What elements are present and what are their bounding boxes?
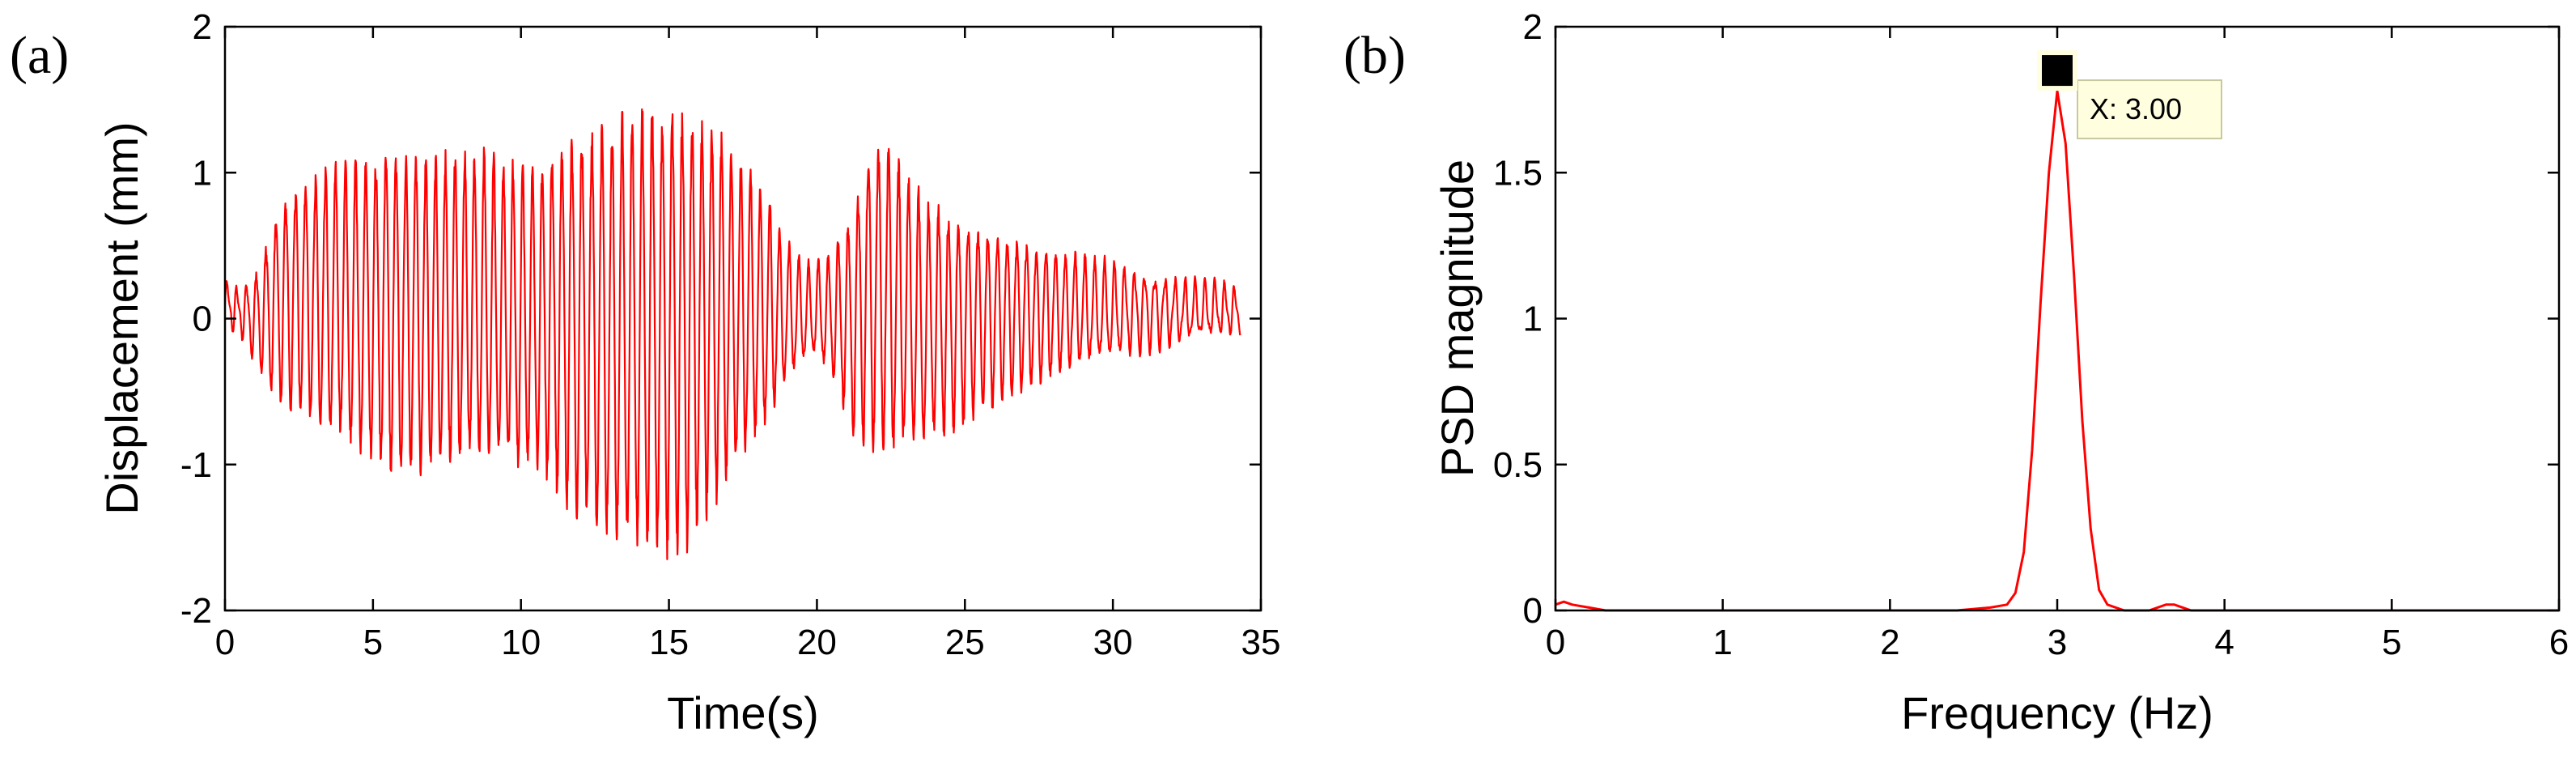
y-axis-title-a: Displacement (mm) [96, 121, 147, 514]
y-axis-title-b: PSD magnitude [1432, 159, 1483, 477]
b-x-tick-label: 1 [1712, 623, 1732, 662]
panel-b-psd: (b) 0 1 2 3 4 5 6 0 0.5 1 1.5 2 X: 3.00 Frequency (… [1343, 7, 2569, 738]
series-displacement-line [223, 108, 1241, 560]
a-x-tick-label: 25 [945, 623, 985, 662]
x-axis-title-a: Time(s) [667, 687, 819, 738]
a-x-tick-label: 0 [215, 623, 235, 662]
b-y-tick-label: 2 [1523, 7, 1543, 47]
panel-a-displacement: (a) 0 5 10 15 20 25 30 35 -2 -1 0 1 2 Time(s) Displa… [10, 7, 1280, 738]
b-x-tick-label: 4 [2214, 623, 2234, 662]
x-axis-title-b: Frequency (Hz) [1901, 687, 2213, 738]
ticks-b: 0 1 2 3 4 5 6 0 0.5 1 1.5 2 [1493, 7, 2569, 662]
panel-label-b: (b) [1343, 26, 1406, 85]
b-x-tick-label: 3 [2048, 623, 2067, 662]
b-x-tick-label: 2 [1880, 623, 1899, 662]
a-y-tick-label: 2 [193, 7, 212, 47]
b-x-tick-label: 0 [1546, 623, 1565, 662]
datatip[interactable]: X: 3.00 [2037, 50, 2222, 140]
a-y-tick-label: 1 [193, 153, 212, 193]
a-x-tick-label: 5 [363, 623, 383, 662]
panel-label-a: (a) [10, 26, 69, 85]
b-y-tick-label: 1 [1523, 300, 1543, 339]
series-psd-line [1555, 89, 2559, 612]
b-y-tick-label: 1.5 [1493, 153, 1543, 193]
axes-frame-b [1554, 25, 2561, 612]
a-x-tick-label: 30 [1093, 623, 1133, 662]
b-x-tick-label: 5 [2382, 623, 2401, 662]
b-y-tick-label: 0.5 [1493, 445, 1543, 485]
a-x-tick-label: 15 [649, 623, 689, 662]
datatip-marker[interactable] [2037, 50, 2077, 91]
datatip-box [2077, 79, 2222, 140]
a-y-tick-label: 0 [193, 300, 212, 339]
a-y-tick-label: -2 [180, 591, 212, 631]
datatip-label: X: 3.00 [2090, 92, 2182, 125]
a-x-tick-label: 20 [797, 623, 837, 662]
a-x-tick-label: 10 [501, 623, 541, 662]
b-x-tick-label: 6 [2549, 623, 2569, 662]
a-x-tick-label: 35 [1241, 623, 1281, 662]
plot-area-a [223, 108, 1241, 560]
plot-area-b [1555, 89, 2559, 612]
a-y-tick-label: -1 [180, 445, 212, 485]
ticks-a: 0 5 10 15 20 25 30 35 -2 -1 0 1 2 [180, 7, 1281, 662]
b-y-tick-label: 0 [1523, 591, 1543, 631]
